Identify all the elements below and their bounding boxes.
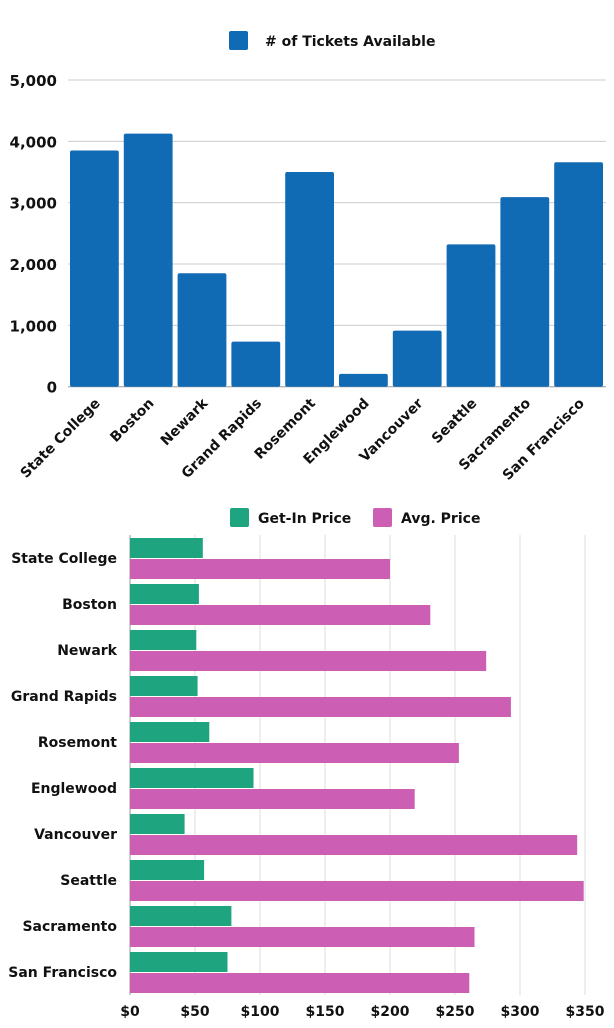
bar-tickets-newark [177, 273, 227, 387]
legend-label-get-in: Get-In Price [258, 511, 351, 527]
bar-get-in-state-college [130, 538, 203, 558]
bar-tickets-vancouver [392, 330, 442, 387]
y-tick-label: Sacramento [22, 919, 117, 935]
y-tick-label: 5,000 [10, 72, 57, 90]
bar-avg-sacramento [130, 927, 475, 947]
y-tick-label: 0 [47, 379, 57, 397]
y-tick-label: San Francisco [8, 965, 117, 981]
bar-avg-state-college [130, 559, 390, 579]
legend-label-tickets: # of Tickets Available [265, 34, 435, 50]
legend-swatch-tickets [229, 31, 248, 50]
y-tick-label: Englewood [31, 781, 117, 797]
legend-label-avg: Avg. Price [401, 511, 480, 527]
legend-swatch-avg [373, 508, 392, 527]
y-tick-label: Vancouver [34, 827, 117, 843]
bar-get-in-grand-rapids [130, 676, 198, 696]
bar-get-in-boston [130, 584, 199, 604]
bar-get-in-newark [130, 630, 197, 650]
bar-tickets-boston [123, 133, 173, 387]
y-tick-label: Newark [57, 643, 117, 659]
bar-avg-san-francisco [130, 973, 470, 993]
bar-avg-grand-rapids [130, 697, 511, 717]
x-tick-label: Seattle [429, 396, 480, 447]
y-tick-label: Boston [62, 597, 117, 613]
bar-tickets-rosemont [285, 172, 334, 387]
bar-get-in-vancouver [130, 814, 185, 834]
bar-get-in-englewood [130, 768, 254, 788]
y-tick-label: State College [11, 551, 117, 567]
x-tick-label: $0 [120, 1004, 140, 1020]
x-tick-label: $200 [371, 1004, 410, 1020]
y-tick-label: Rosemont [38, 735, 117, 751]
bar-avg-newark [130, 651, 487, 671]
legend-swatch-get-in [230, 508, 249, 527]
y-tick-label: 1,000 [10, 317, 57, 335]
y-tick-label: Seattle [60, 873, 117, 889]
x-tick-label: Boston [107, 396, 157, 446]
bar-tickets-englewood [339, 373, 388, 387]
bar-get-in-san-francisco [130, 952, 228, 972]
x-tick-label: $50 [180, 1004, 209, 1020]
bar-avg-englewood [130, 789, 415, 809]
bar-tickets-seattle [446, 244, 496, 387]
bar-tickets-san-francisco [554, 162, 603, 387]
y-tick-label: 3,000 [10, 195, 57, 213]
bar-tickets-state-college [70, 150, 119, 387]
x-tick-label: $300 [501, 1004, 540, 1020]
bar-get-in-seattle [130, 860, 205, 880]
bar-avg-rosemont [130, 743, 459, 763]
x-tick-label: $250 [436, 1004, 475, 1020]
x-tick-label: $350 [566, 1004, 605, 1020]
y-tick-label: 4,000 [10, 133, 57, 151]
bar-tickets-sacramento [500, 197, 550, 387]
x-tick-label: $150 [306, 1004, 345, 1020]
bar-get-in-rosemont [130, 722, 210, 742]
x-tick-label: $100 [241, 1004, 280, 1020]
bar-tickets-grand-rapids [231, 341, 281, 387]
bar-get-in-sacramento [130, 906, 232, 926]
bar-avg-seattle [130, 881, 584, 901]
x-tick-label: Newark [158, 395, 212, 449]
x-tick-label: State College [18, 396, 104, 482]
bar-avg-boston [130, 605, 431, 625]
y-tick-label: Grand Rapids [11, 689, 117, 705]
y-tick-label: 2,000 [10, 256, 57, 274]
bar-avg-vancouver [130, 835, 578, 855]
